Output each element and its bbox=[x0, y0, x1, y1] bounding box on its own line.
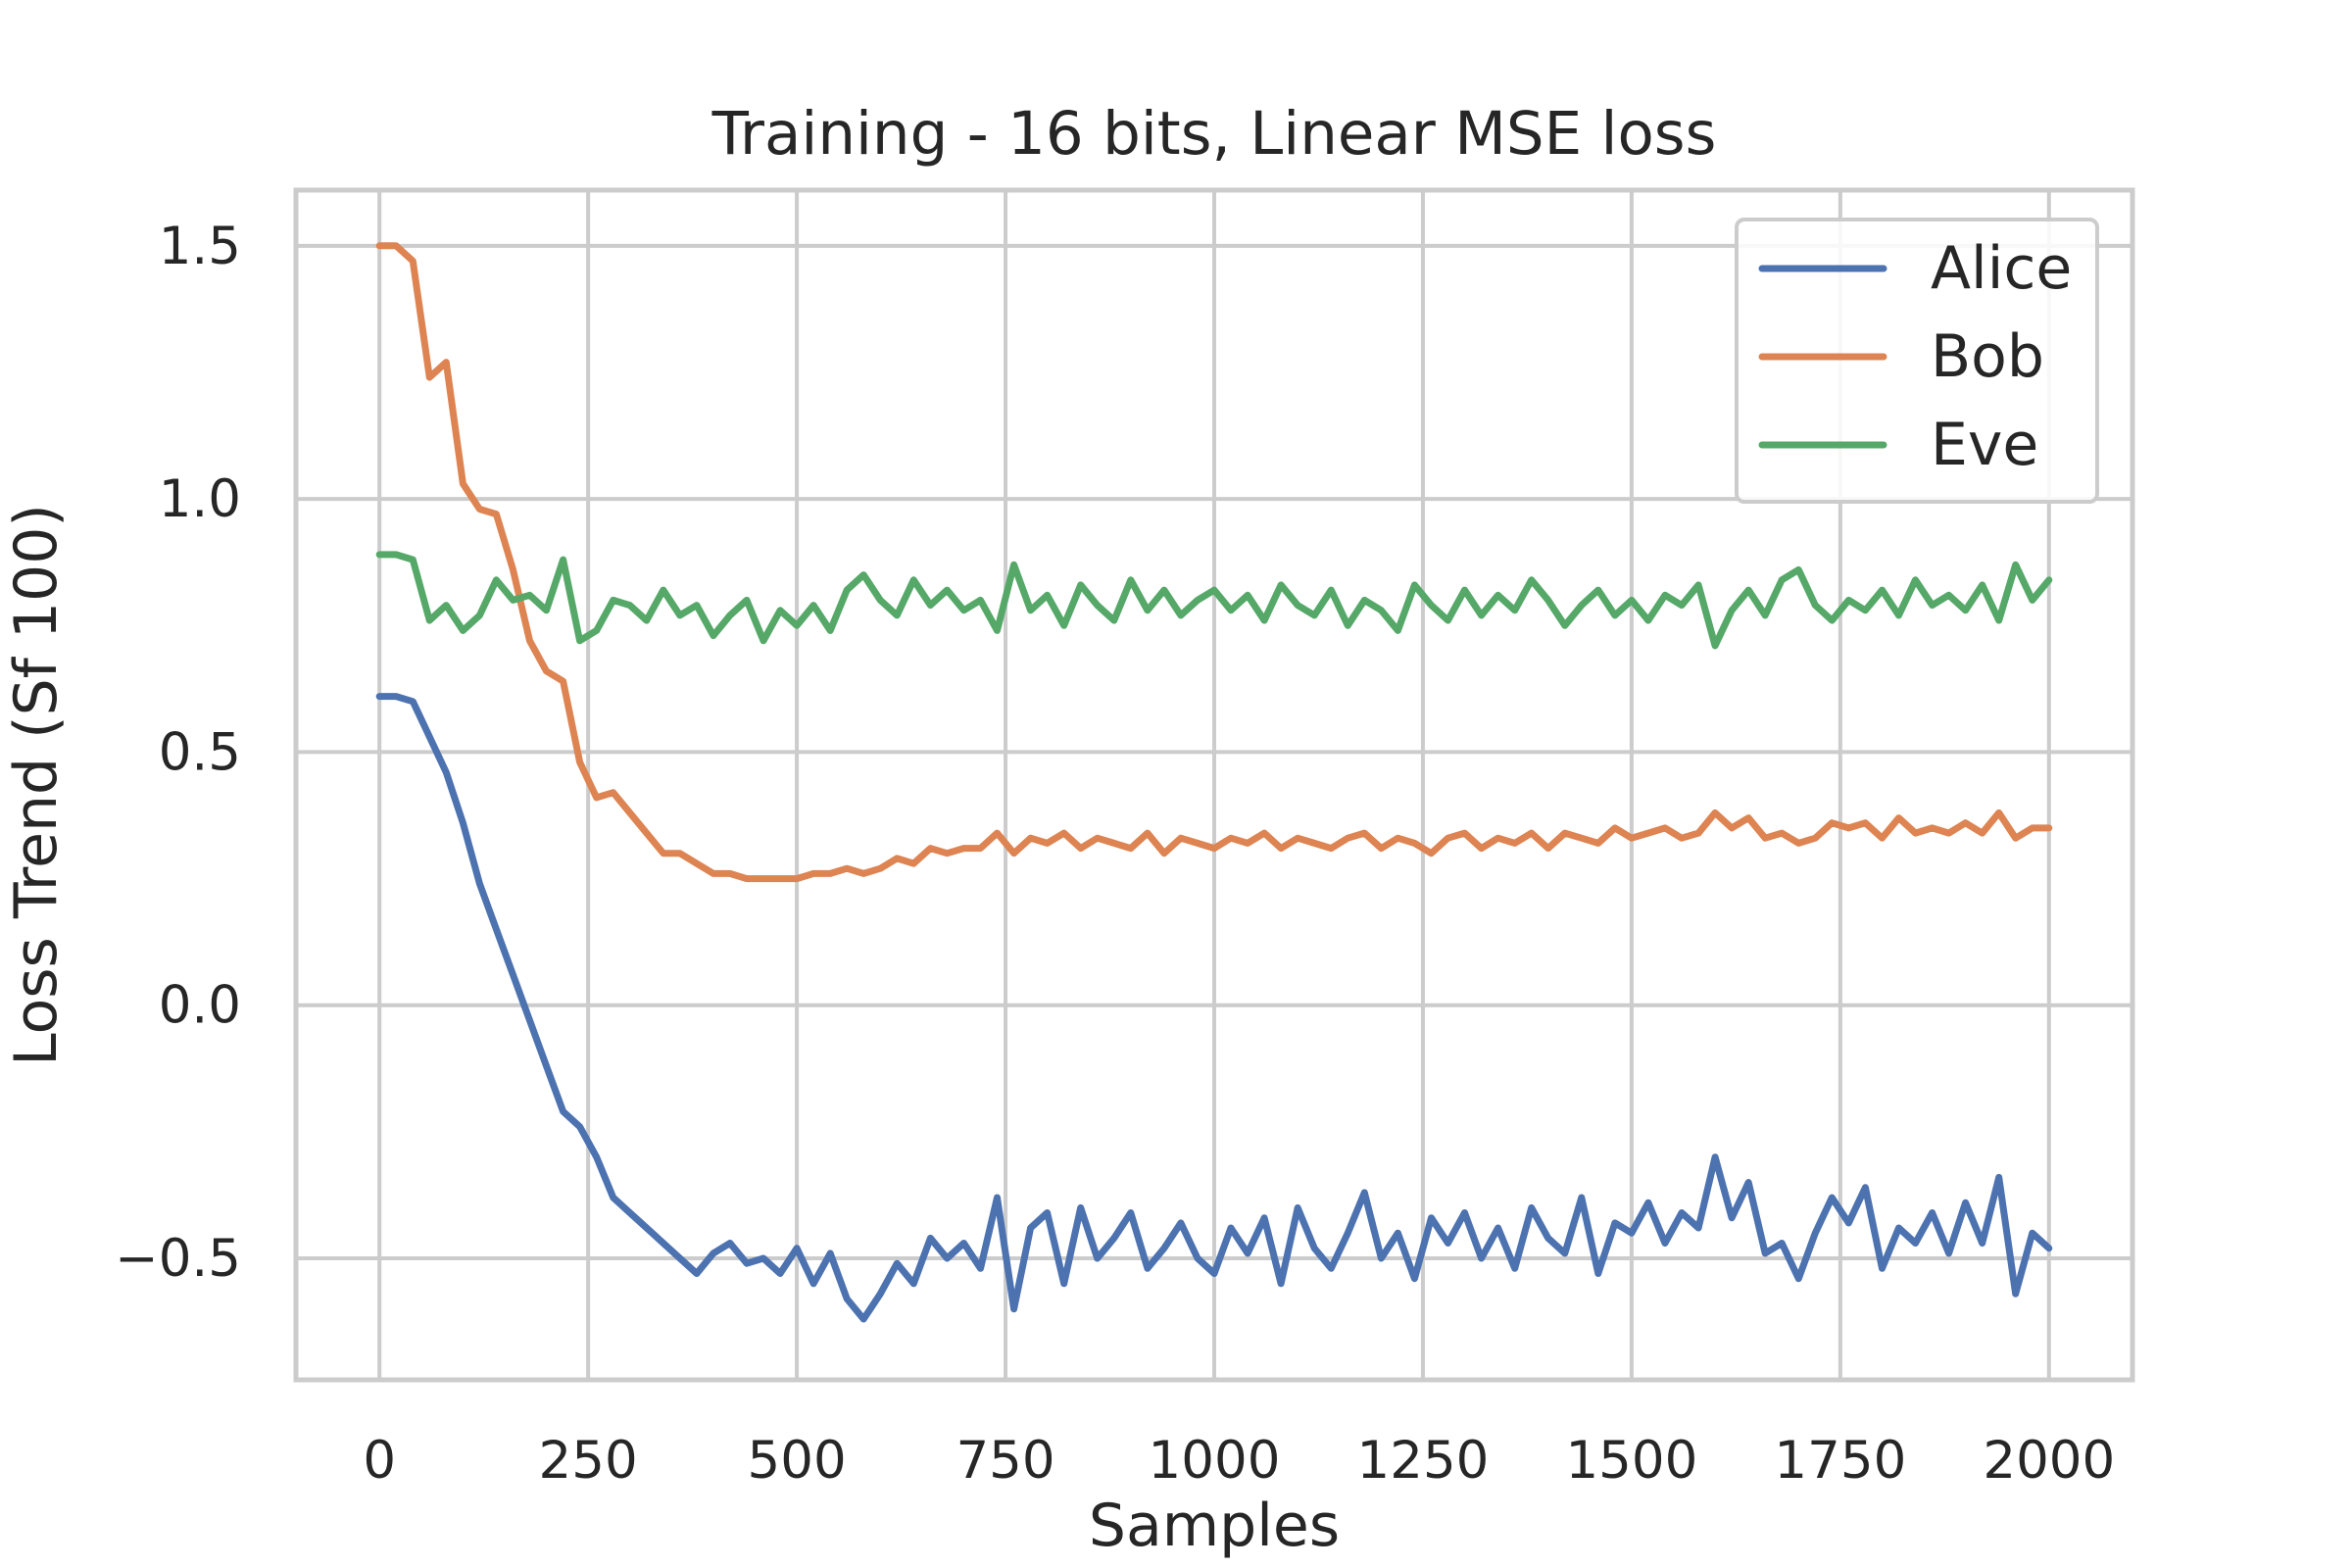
plot-frame bbox=[293, 187, 2135, 1383]
x-tick-label: 0 bbox=[363, 1431, 396, 1491]
y-tick-labels: 1.5 1.0 0.5 0.0 −0.5 bbox=[115, 217, 241, 1289]
series-line-alice bbox=[375, 693, 2053, 1323]
x-tick-label: 500 bbox=[748, 1431, 847, 1491]
x-tick-label: 1250 bbox=[1357, 1431, 1490, 1491]
x-tick-label: 1750 bbox=[1774, 1431, 1906, 1491]
y-tick-label: 0.0 bbox=[159, 976, 241, 1036]
y-tick-label: −0.5 bbox=[115, 1229, 241, 1289]
legend-box bbox=[1735, 218, 2099, 504]
x-tick-label: 2000 bbox=[1983, 1431, 2115, 1491]
x-tick-label: 1500 bbox=[1565, 1431, 1697, 1491]
legend-label-bob: Bob bbox=[1931, 322, 2044, 391]
y-tick-label: 1.0 bbox=[159, 469, 241, 529]
x-tick-label: 250 bbox=[539, 1431, 638, 1491]
legend-items: Alice Bob Eve bbox=[1758, 234, 2072, 479]
series-line-bob bbox=[375, 242, 2053, 883]
series-lines bbox=[375, 242, 2053, 1323]
legend: Alice Bob Eve bbox=[1735, 218, 2099, 504]
legend-label-eve: Eve bbox=[1931, 411, 2038, 479]
x-axis-label: Samples bbox=[1089, 1492, 1340, 1560]
y-tick-label: 0.5 bbox=[159, 722, 241, 782]
y-axis-label: Loss Trend (Sf 100) bbox=[2, 504, 71, 1066]
chart-title: Training - 16 bits, Linear MSE loss bbox=[711, 99, 1717, 169]
x-tick-label: 1000 bbox=[1149, 1431, 1281, 1491]
series-line-eve bbox=[375, 551, 2053, 650]
x-tick-label: 750 bbox=[956, 1431, 1054, 1491]
x-tick-labels: 0 250 500 750 1000 1250 1500 1750 2000 bbox=[363, 1431, 2115, 1491]
y-tick-label: 1.5 bbox=[159, 217, 241, 276]
legend-label-alice: Alice bbox=[1931, 234, 2072, 303]
